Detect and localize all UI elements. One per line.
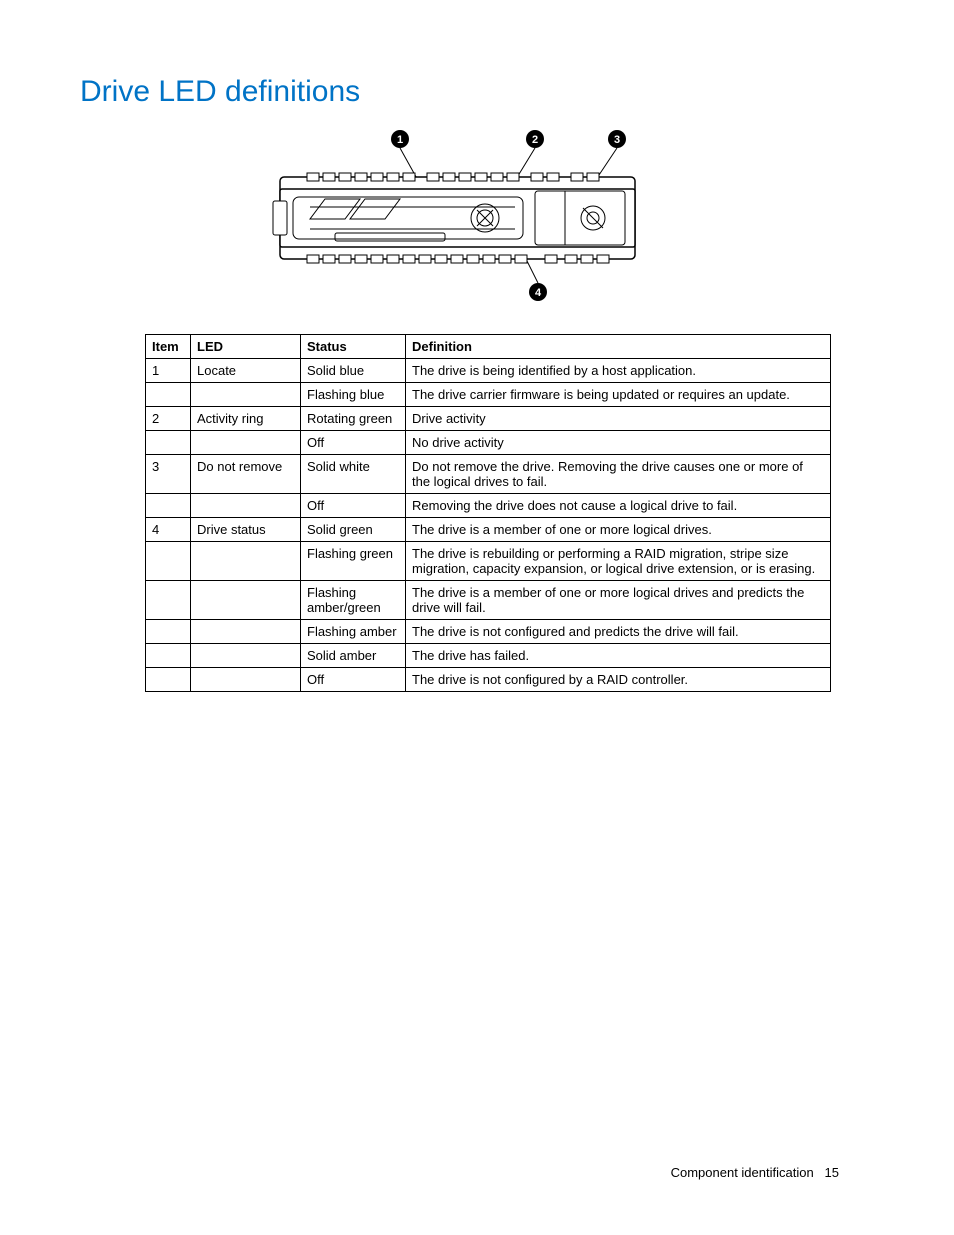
cell-led xyxy=(191,620,301,644)
cell-status: Solid white xyxy=(301,455,406,494)
footer-section: Component identification xyxy=(671,1165,814,1180)
table-row: Flashing amber/greenThe drive is a membe… xyxy=(146,581,831,620)
cell-led: Drive status xyxy=(191,518,301,542)
table-row: 4Drive statusSolid greenThe drive is a m… xyxy=(146,518,831,542)
cell-led: Locate xyxy=(191,359,301,383)
cell-definition: The drive has failed. xyxy=(406,644,831,668)
cell-definition: The drive is being identified by a host … xyxy=(406,359,831,383)
cell-item: 3 xyxy=(146,455,191,494)
callout-3-icon: 3 xyxy=(613,134,619,146)
th-definition: Definition xyxy=(406,335,831,359)
th-led: LED xyxy=(191,335,301,359)
cell-led: Do not remove xyxy=(191,455,301,494)
cell-led xyxy=(191,668,301,692)
cell-definition: The drive is rebuilding or performing a … xyxy=(406,542,831,581)
cell-item xyxy=(146,644,191,668)
drive-diagram: 1 2 3 4 xyxy=(80,129,839,309)
table-row: Flashing greenThe drive is rebuilding or… xyxy=(146,542,831,581)
cell-definition: Drive activity xyxy=(406,407,831,431)
cell-status: Solid amber xyxy=(301,644,406,668)
cell-item xyxy=(146,431,191,455)
cell-led xyxy=(191,494,301,518)
table-row: Solid amberThe drive has failed. xyxy=(146,644,831,668)
cell-led xyxy=(191,581,301,620)
cell-definition: The drive is not configured and predicts… xyxy=(406,620,831,644)
table-row: OffNo drive activity xyxy=(146,431,831,455)
th-item: Item xyxy=(146,335,191,359)
cell-definition: The drive is a member of one or more log… xyxy=(406,518,831,542)
cell-definition: The drive is not configured by a RAID co… xyxy=(406,668,831,692)
cell-definition: No drive activity xyxy=(406,431,831,455)
table-row: OffRemoving the drive does not cause a l… xyxy=(146,494,831,518)
th-status: Status xyxy=(301,335,406,359)
cell-led xyxy=(191,431,301,455)
callout-4-icon: 4 xyxy=(534,287,541,299)
cell-item xyxy=(146,383,191,407)
callout-2-icon: 2 xyxy=(531,134,537,146)
cell-status: Off xyxy=(301,668,406,692)
table-row: 2Activity ringRotating greenDrive activi… xyxy=(146,407,831,431)
cell-status: Solid green xyxy=(301,518,406,542)
table-row: Flashing amberThe drive is not configure… xyxy=(146,620,831,644)
cell-led xyxy=(191,644,301,668)
table-row: 3Do not removeSolid whiteDo not remove t… xyxy=(146,455,831,494)
table-row: 1LocateSolid blueThe drive is being iden… xyxy=(146,359,831,383)
cell-status: Flashing blue xyxy=(301,383,406,407)
cell-item xyxy=(146,668,191,692)
cell-led: Activity ring xyxy=(191,407,301,431)
cell-definition: Do not remove the drive. Removing the dr… xyxy=(406,455,831,494)
cell-definition: Removing the drive does not cause a logi… xyxy=(406,494,831,518)
page-title: Drive LED definitions xyxy=(80,75,839,109)
led-table: Item LED Status Definition 1LocateSolid … xyxy=(145,334,831,692)
cell-item: 4 xyxy=(146,518,191,542)
table-row: OffThe drive is not configured by a RAID… xyxy=(146,668,831,692)
cell-item: 1 xyxy=(146,359,191,383)
cell-item xyxy=(146,581,191,620)
cell-led xyxy=(191,542,301,581)
cell-status: Off xyxy=(301,431,406,455)
cell-status: Flashing amber/green xyxy=(301,581,406,620)
cell-definition: The drive carrier firmware is being upda… xyxy=(406,383,831,407)
cell-item: 2 xyxy=(146,407,191,431)
footer-page: 15 xyxy=(825,1165,839,1180)
table-row: Flashing blueThe drive carrier firmware … xyxy=(146,383,831,407)
page-footer: Component identification 15 xyxy=(671,1165,839,1180)
cell-definition: The drive is a member of one or more log… xyxy=(406,581,831,620)
cell-item xyxy=(146,620,191,644)
cell-led xyxy=(191,383,301,407)
cell-status: Flashing green xyxy=(301,542,406,581)
cell-status: Rotating green xyxy=(301,407,406,431)
cell-item xyxy=(146,494,191,518)
callout-1-icon: 1 xyxy=(396,134,402,146)
cell-status: Off xyxy=(301,494,406,518)
cell-status: Flashing amber xyxy=(301,620,406,644)
cell-status: Solid blue xyxy=(301,359,406,383)
cell-item xyxy=(146,542,191,581)
